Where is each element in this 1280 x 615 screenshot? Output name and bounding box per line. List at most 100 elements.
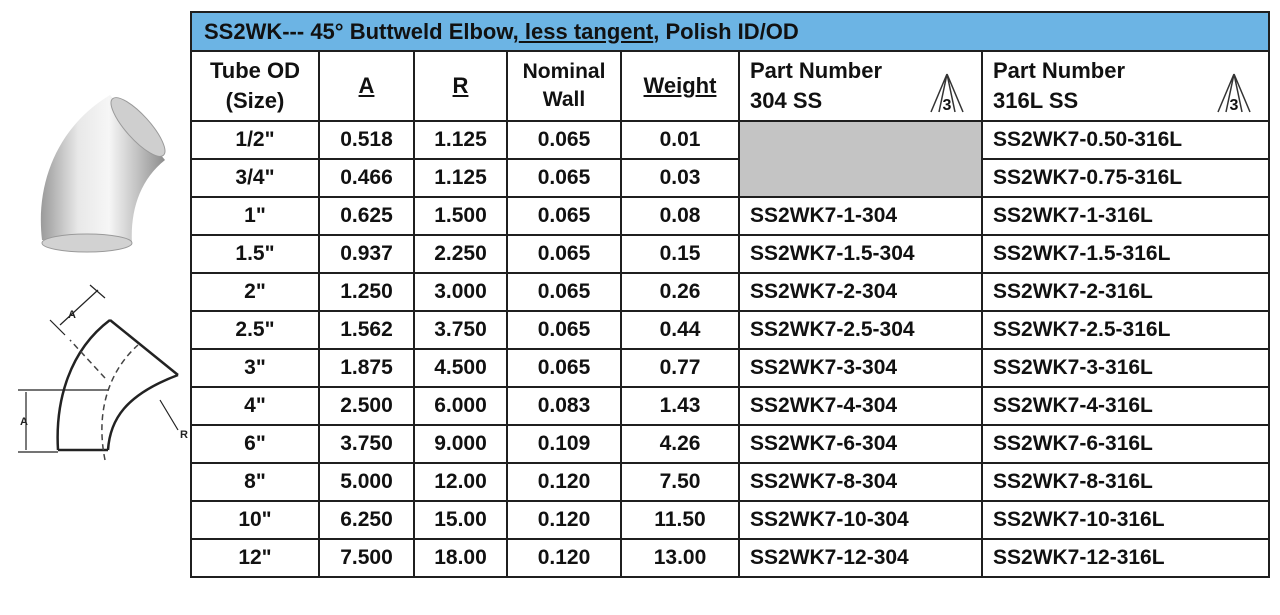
cell-wall: 0.065: [506, 234, 622, 274]
header-pn304-line1: Part Number: [750, 58, 883, 83]
cell-r: 15.00: [413, 500, 508, 540]
header-r: R: [413, 50, 508, 122]
cell-part-number-304: SS2WK7-2.5-304: [738, 310, 983, 350]
table-row: 3/4" 0.466 1.125 0.065 0.03 SS2WK7-0.75-316L: [190, 158, 1271, 198]
header-tube-od-line2: (Size): [225, 88, 285, 113]
cell-part-number-304-unavailable: [738, 120, 983, 198]
header-a: A: [318, 50, 415, 122]
table-row: 2.5" 1.562 3.750 0.065 0.44 SS2WK7-2.5-304 SS2…: [190, 310, 1271, 350]
table-row: 2" 1.250 3.000 0.065 0.26 SS2WK7-2-304 SS2WK7-…: [190, 272, 1271, 312]
cell-wall: 0.065: [506, 310, 622, 350]
header-wall-line1: Nominal: [522, 60, 606, 83]
title-suffix: , Polish ID/OD: [653, 18, 799, 44]
cell-a: 7.500: [318, 538, 415, 578]
cell-weight: 0.03: [620, 158, 740, 198]
cell-a: 0.625: [318, 196, 415, 236]
3a-sanitary-icon: 3: [930, 73, 964, 114]
header-pn316-line1: Part Number: [993, 58, 1126, 83]
cell-r: 18.00: [413, 538, 508, 578]
cell-part-number-316: SS2WK7-0.75-316L: [980, 158, 1271, 198]
cell-size: 3": [190, 348, 320, 388]
header-r-label: R: [452, 73, 469, 98]
cell-r: 2.250: [413, 234, 508, 274]
3a-sanitary-icon: 3: [1217, 73, 1251, 114]
cell-size: 1": [190, 196, 320, 236]
title-prefix: SS2WK--- 45° Buttweld Elbow,: [204, 18, 519, 44]
cell-part-number-316: SS2WK7-8-316L: [980, 462, 1271, 502]
header-weight-label: Weight: [643, 73, 717, 98]
cell-weight: 0.08: [620, 196, 740, 236]
header-nominal-wall: Nominal Wall: [506, 50, 622, 122]
cell-part-number-316: SS2WK7-2.5-316L: [980, 310, 1271, 350]
cell-wall: 0.065: [506, 120, 622, 160]
cell-r: 9.000: [413, 424, 508, 464]
cell-part-number-304: SS2WK7-1-304: [738, 196, 983, 236]
header-weight: Weight: [620, 50, 740, 122]
table-row: 12" 7.500 18.00 0.120 13.00 SS2WK7-12-304 SS2W…: [190, 538, 1271, 578]
cell-part-number-304: SS2WK7-3-304: [738, 348, 983, 388]
cell-part-number-316: SS2WK7-4-316L: [980, 386, 1271, 426]
header-wall-line2: Wall: [542, 88, 586, 111]
cell-weight: 7.50: [620, 462, 740, 502]
cell-weight: 13.00: [620, 538, 740, 578]
cell-size: 2.5": [190, 310, 320, 350]
title-underlined: less tangent: [518, 18, 654, 44]
cell-wall: 0.109: [506, 424, 622, 464]
cell-a: 1.562: [318, 310, 415, 350]
cell-weight: 1.43: [620, 386, 740, 426]
cell-r: 3.750: [413, 310, 508, 350]
cell-weight: 0.26: [620, 272, 740, 312]
cell-part-number-316: SS2WK7-1.5-316L: [980, 234, 1271, 274]
diagram-label-r: R: [180, 429, 188, 441]
cell-part-number-304: SS2WK7-12-304: [738, 538, 983, 578]
cell-a: 6.250: [318, 500, 415, 540]
cell-a: 0.937: [318, 234, 415, 274]
3a-mark-text: 3: [1230, 97, 1239, 114]
cell-weight: 11.50: [620, 500, 740, 540]
cell-wall: 0.083: [506, 386, 622, 426]
cell-weight: 0.15: [620, 234, 740, 274]
cell-part-number-304: SS2WK7-2-304: [738, 272, 983, 312]
cell-part-number-316: SS2WK7-0.50-316L: [980, 120, 1271, 160]
header-pn304-line2: 304 SS: [750, 88, 823, 113]
header-tube-od: Tube OD (Size): [190, 50, 320, 122]
cell-a: 0.466: [318, 158, 415, 198]
table-row: 1" 0.625 1.500 0.065 0.08 SS2WK7-1-304 SS2WK7-…: [190, 196, 1271, 236]
cell-a: 0.518: [318, 120, 415, 160]
cell-part-number-316: SS2WK7-1-316L: [980, 196, 1271, 236]
cell-part-number-316: SS2WK7-10-316L: [980, 500, 1271, 540]
cell-size: 10": [190, 500, 320, 540]
cell-part-number-316: SS2WK7-12-316L: [980, 538, 1271, 578]
table-row: 6" 3.750 9.000 0.109 4.26 SS2WK7-6-304 SS2WK7-…: [190, 424, 1271, 464]
cell-r: 12.00: [413, 462, 508, 502]
cell-part-number-304: SS2WK7-4-304: [738, 386, 983, 426]
header-a-label: A: [358, 73, 375, 98]
table-row: 10" 6.250 15.00 0.120 11.50 SS2WK7-10-304 SS2W…: [190, 500, 1271, 540]
cell-r: 3.000: [413, 272, 508, 312]
cell-part-number-316: SS2WK7-2-316L: [980, 272, 1271, 312]
elbow-spec-table: SS2WK--- 45° Buttweld Elbow, less tangen…: [189, 11, 1271, 578]
cell-wall: 0.065: [506, 272, 622, 312]
header-tube-od-line1: Tube OD: [209, 58, 301, 83]
cell-weight: 0.01: [620, 120, 740, 160]
cell-wall: 0.065: [506, 158, 622, 198]
cell-wall: 0.120: [506, 462, 622, 502]
diagram-label-a-top: A: [68, 309, 76, 321]
cell-weight: 0.44: [620, 310, 740, 350]
cell-size: 12": [190, 538, 320, 578]
cell-size: 2": [190, 272, 320, 312]
header-pn316-line2: 316L SS: [993, 88, 1079, 113]
cell-wall: 0.065: [506, 196, 622, 236]
table-row: 3" 1.875 4.500 0.065 0.77 SS2WK7-3-304 SS2WK7-…: [190, 348, 1271, 388]
cell-part-number-316: SS2WK7-3-316L: [980, 348, 1271, 388]
cell-r: 1.125: [413, 158, 508, 198]
header-part-number-316: Part Number 316L SS 3: [980, 50, 1271, 122]
cell-a: 2.500: [318, 386, 415, 426]
cell-part-number-304: SS2WK7-10-304: [738, 500, 983, 540]
cell-r: 1.125: [413, 120, 508, 160]
cell-part-number-304: SS2WK7-8-304: [738, 462, 983, 502]
cell-r: 4.500: [413, 348, 508, 388]
cell-size: 1/2": [190, 120, 320, 160]
cell-r: 6.000: [413, 386, 508, 426]
cell-a: 5.000: [318, 462, 415, 502]
